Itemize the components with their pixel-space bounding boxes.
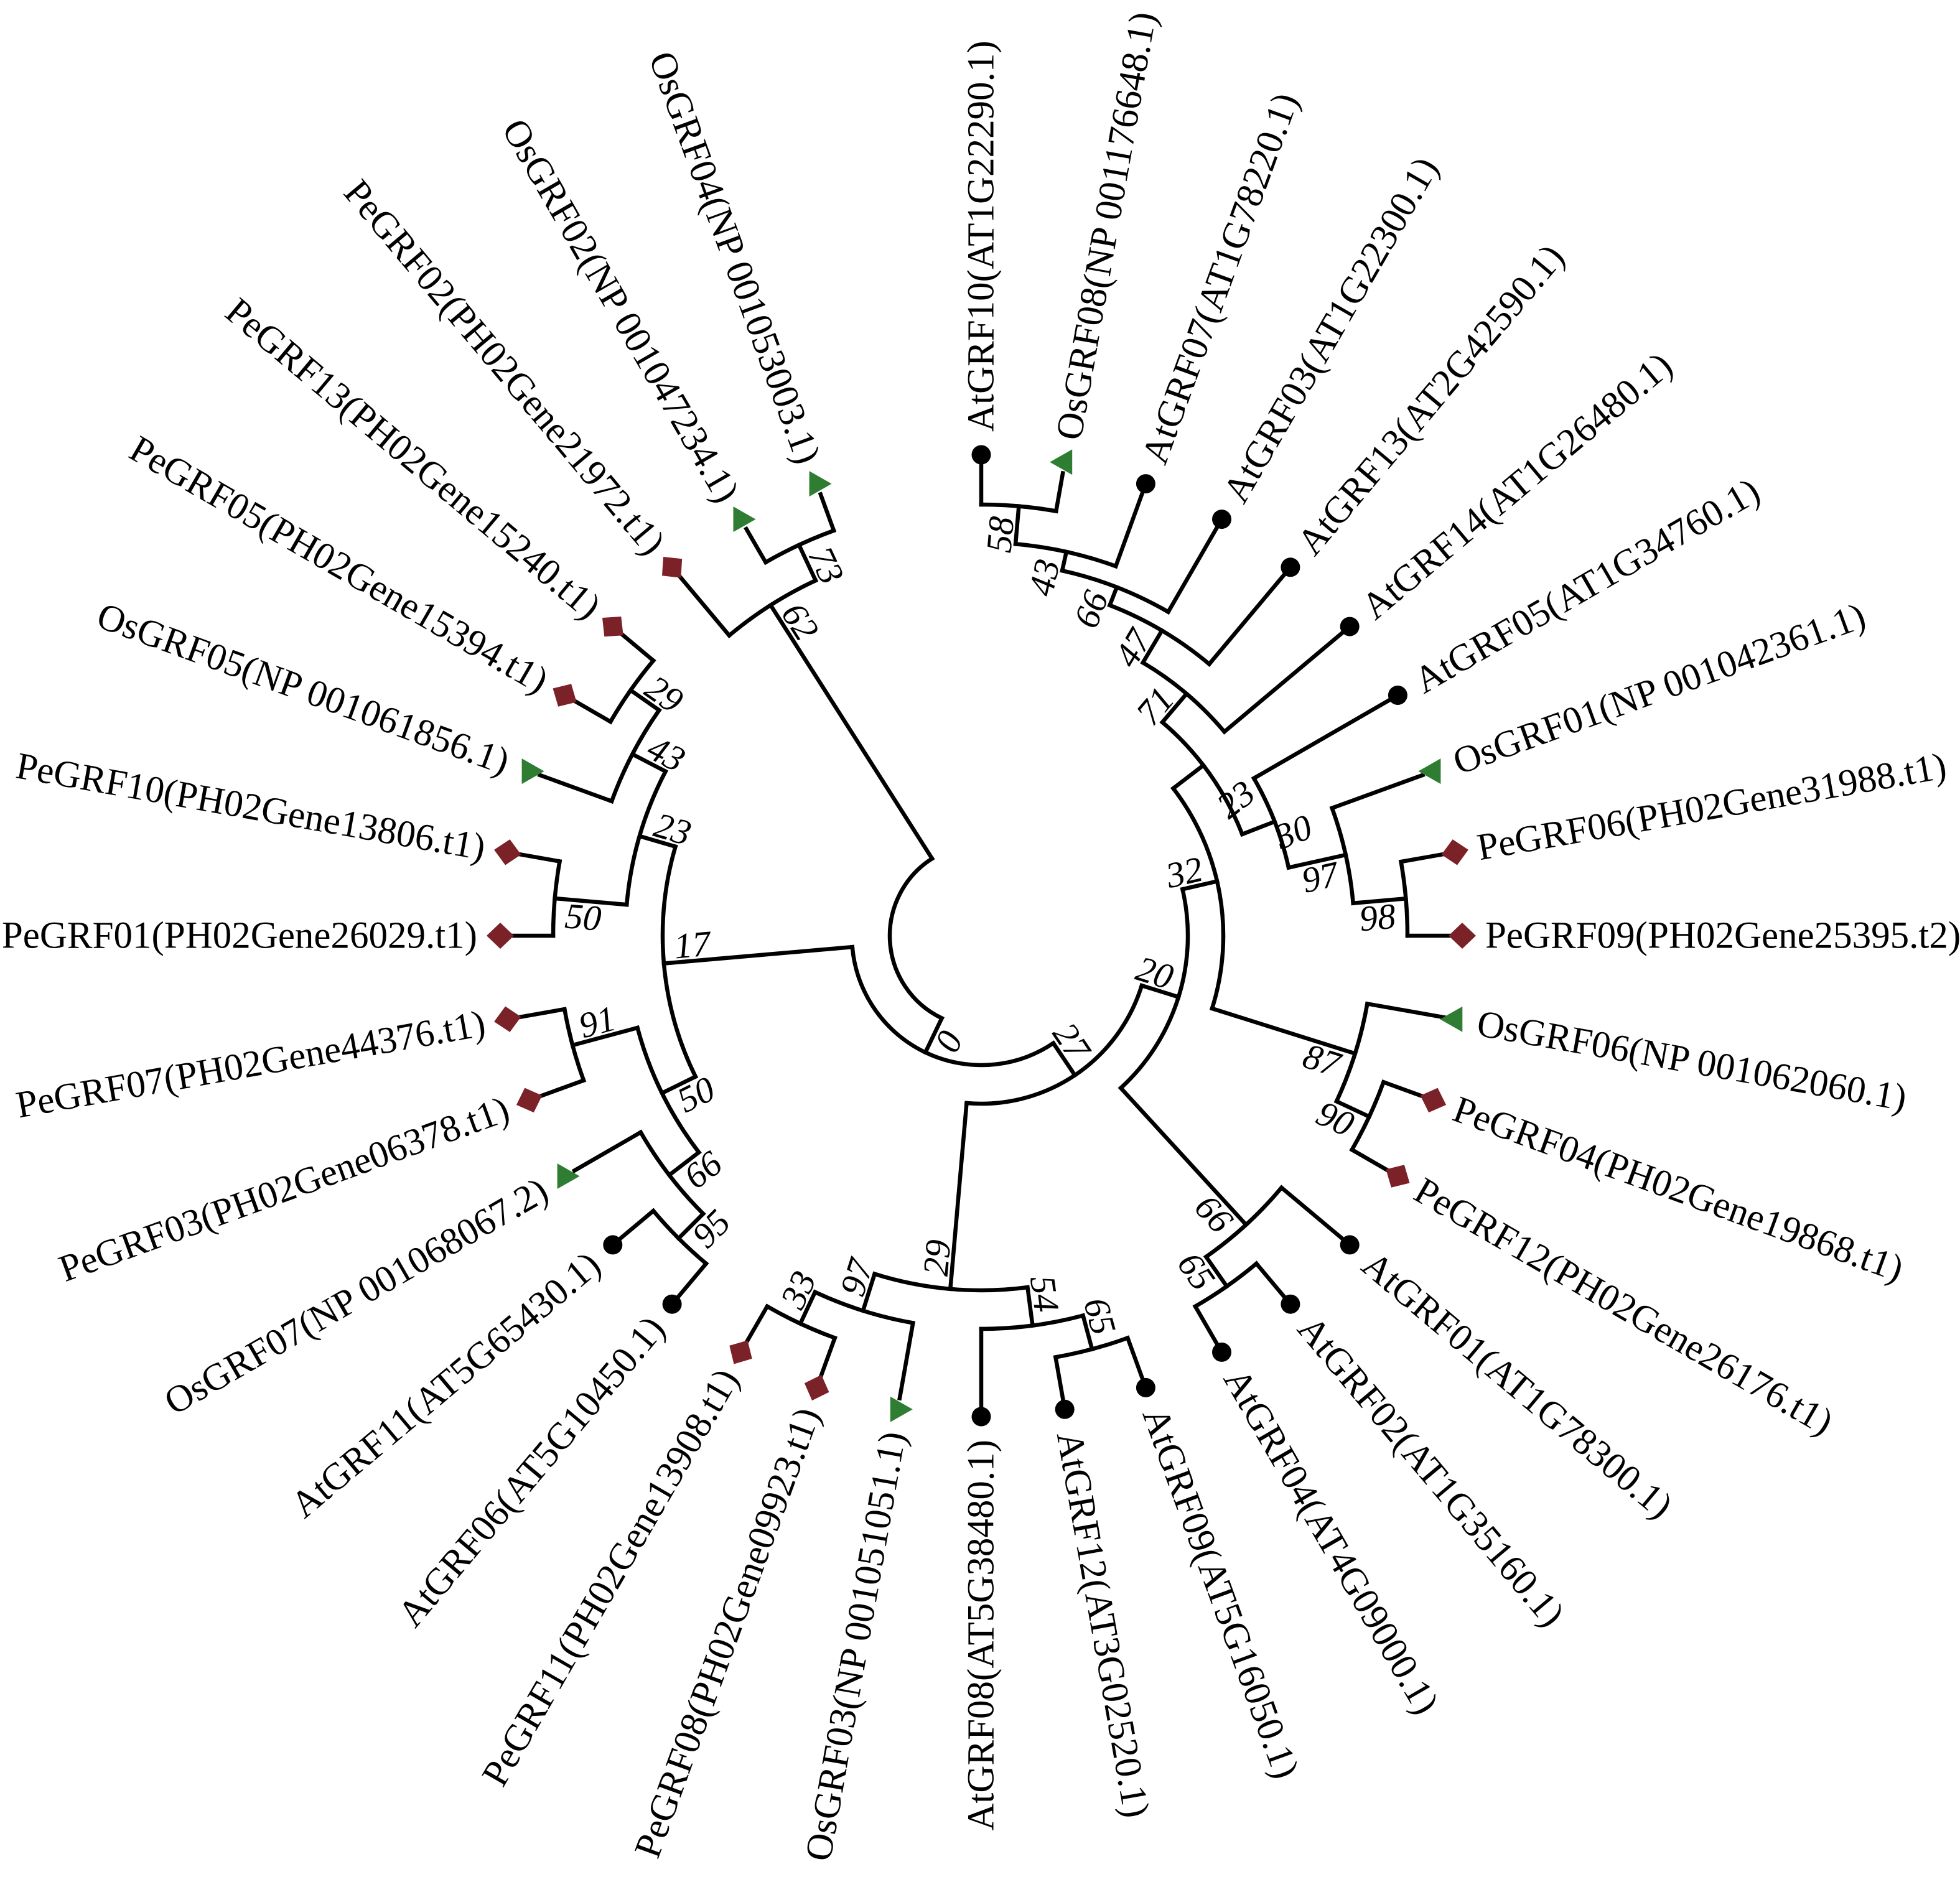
svg-text:50: 50 [563, 895, 602, 939]
svg-text:32: 32 [1162, 849, 1206, 897]
svg-text:AtGRF08(AT5G38480.1): AtGRF08(AT5G38480.1) [961, 1440, 1002, 1831]
svg-text:PeGRF09(PH02Gene25395.t2): PeGRF09(PH02Gene25395.t2) [1485, 915, 1960, 957]
svg-text:17: 17 [673, 923, 713, 966]
svg-text:AtGRF10(AT1G22290.1): AtGRF10(AT1G22290.1) [961, 40, 1002, 432]
svg-text:54: 54 [1022, 1274, 1067, 1315]
svg-text:98: 98 [1358, 895, 1397, 939]
svg-text:29: 29 [915, 1238, 959, 1277]
svg-text:PeGRF01(PH02Gene26029.t1): PeGRF01(PH02Gene26029.t1) [2, 915, 477, 957]
svg-text:58: 58 [978, 515, 1022, 554]
svg-text:43: 43 [1020, 556, 1068, 600]
